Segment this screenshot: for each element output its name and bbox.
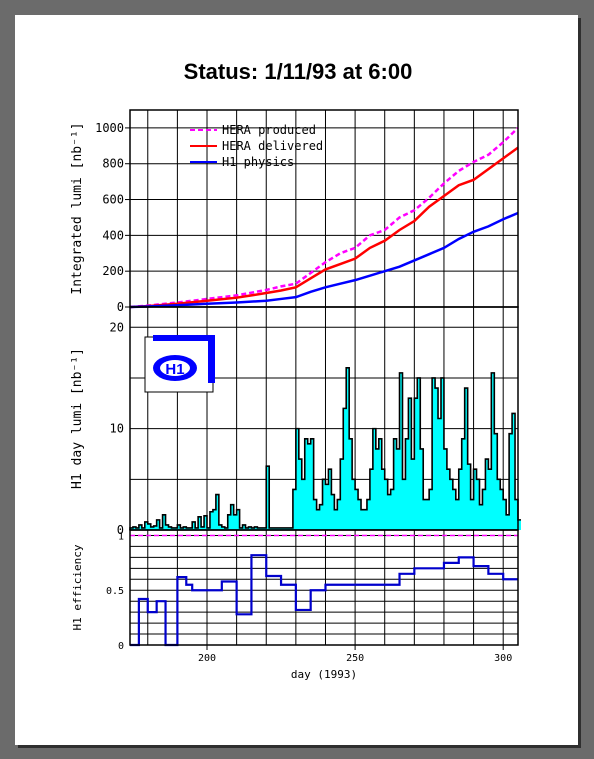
x-tick-label: 200 [198, 653, 216, 664]
y-axis-label-day-lumi: H1 day lumi [nb⁻¹] [70, 348, 85, 489]
day-lumi-outline [129, 367, 521, 530]
y-tick-label: 800 [102, 157, 124, 171]
y-tick-label: 0.5 [106, 586, 124, 597]
x-tick-label: 250 [346, 653, 364, 664]
logo-bar-right [208, 335, 215, 383]
panel-frame [129, 529, 519, 646]
y-axis-label-integrated: Integrated lumi [nb⁻¹] [70, 122, 85, 294]
y-tick-label: 200 [102, 264, 124, 278]
y-tick-label: 600 [102, 193, 124, 207]
chart-series [129, 127, 521, 647]
x-axis-label: day (1993) [291, 668, 357, 681]
y-tick-label: 1000 [95, 121, 124, 135]
series-line-2 [129, 211, 519, 309]
legend-label: HERA delivered [222, 139, 323, 153]
panel-frame [129, 109, 519, 308]
legend-label: H1 physics [222, 155, 294, 169]
y-tick-label: 0 [117, 300, 124, 314]
legend-label: HERA produced [222, 123, 316, 137]
y-tick-label: 400 [102, 228, 124, 242]
chart-title: Status: 1/11/93 at 6:00 [184, 59, 413, 84]
h1-logo: H1 [144, 335, 215, 393]
y-axis-label-efficiency: H1 efficiency [71, 544, 84, 630]
y-tick-label: 20 [110, 320, 124, 334]
series-line-1 [129, 146, 519, 309]
logo-bar-top [153, 335, 215, 341]
y-tick-label: 10 [110, 422, 124, 436]
y-tick-label: 0 [117, 523, 124, 537]
logo-ellipse-inner [160, 360, 190, 376]
status-page: Status: 1/11/93 at 6:00 H1 HERA produced… [15, 15, 578, 745]
y-tick-label: 0 [118, 641, 124, 652]
chart-labels: HERA produced HERA delivered H1 physics 0 20… [70, 121, 512, 681]
x-tick-label: 300 [494, 653, 512, 664]
series-line-0 [129, 127, 519, 309]
logo-mark: H1 [165, 361, 184, 378]
lumi-status-chart: Status: 1/11/93 at 6:00 H1 HERA produced… [70, 59, 521, 681]
chart-axes [125, 109, 519, 650]
y-tick-label: 1 [118, 531, 124, 542]
